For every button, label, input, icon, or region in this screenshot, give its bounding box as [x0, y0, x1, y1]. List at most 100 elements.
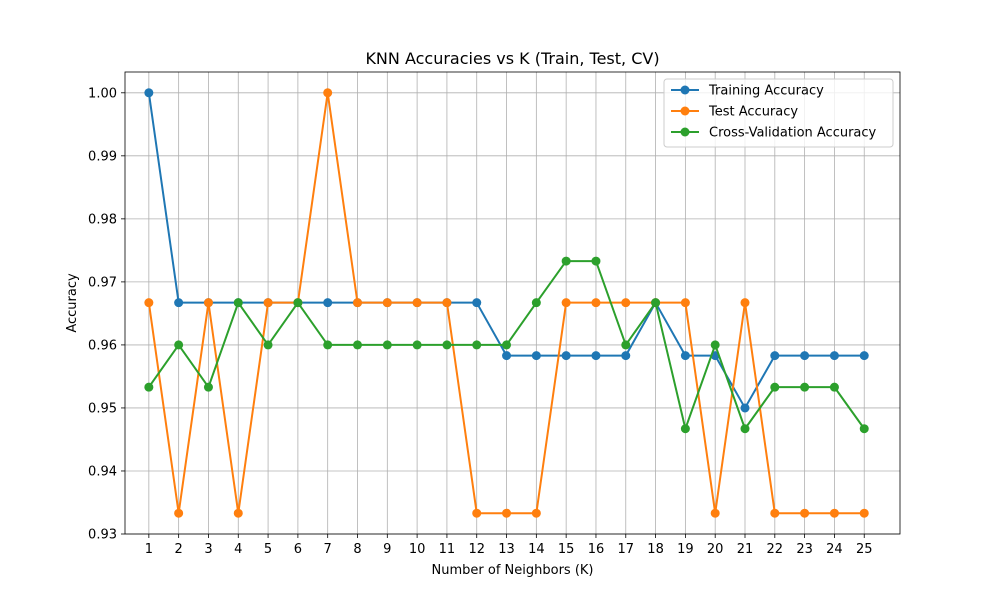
- x-axis-label: Number of Neighbors (K): [432, 563, 594, 578]
- x-tick-label: 9: [383, 542, 391, 557]
- cross-validation-accuracy-point: [382, 340, 392, 350]
- training-accuracy-point: [531, 351, 541, 361]
- series-layer: [144, 88, 869, 518]
- x-tick-label: 11: [439, 542, 456, 557]
- x-tick-label: 2: [175, 542, 183, 557]
- test-accuracy-point: [591, 298, 601, 308]
- x-tick-label: 3: [204, 542, 212, 557]
- training-accuracy-point: [770, 351, 780, 361]
- training-accuracy-point: [561, 351, 571, 361]
- cross-validation-accuracy-point: [203, 382, 213, 392]
- y-tick-label: 0.97: [88, 275, 117, 290]
- x-tick-label: 24: [826, 542, 843, 557]
- cross-validation-accuracy-point: [144, 382, 154, 392]
- x-tick-label: 12: [468, 542, 485, 557]
- test-accuracy-point: [353, 298, 362, 308]
- cross-validation-accuracy-point: [293, 298, 303, 308]
- y-tick-label: 0.99: [88, 149, 117, 164]
- cross-validation-accuracy-series: [144, 256, 869, 434]
- training-accuracy-legend-marker: [680, 85, 690, 95]
- cross-validation-accuracy-point: [233, 298, 243, 308]
- y-tick-label: 0.95: [88, 401, 117, 416]
- test-accuracy-point: [531, 508, 541, 518]
- test-accuracy-point: [412, 298, 422, 308]
- training-accuracy-point: [144, 88, 154, 98]
- test-accuracy-point: [770, 508, 780, 518]
- x-tick-label: 10: [409, 542, 426, 557]
- training-accuracy-point: [621, 351, 631, 361]
- training-accuracy-point: [740, 403, 750, 413]
- y-tick-label: 0.98: [88, 212, 117, 227]
- test-accuracy-point: [621, 298, 631, 308]
- chart-title: KNN Accuracies vs K (Train, Test, CV): [365, 49, 659, 68]
- test-accuracy-point: [859, 508, 869, 518]
- cross-validation-accuracy-point: [710, 340, 720, 350]
- cross-validation-accuracy-legend-marker: [680, 127, 690, 137]
- test-accuracy-legend-marker: [680, 106, 690, 116]
- cross-validation-accuracy-point: [561, 256, 571, 266]
- x-tick-label: 1: [145, 542, 153, 557]
- x-tick-label: 13: [498, 542, 515, 557]
- training-accuracy-point: [680, 351, 690, 361]
- cross-validation-accuracy-point: [770, 382, 780, 392]
- training-accuracy-point: [859, 351, 869, 361]
- test-accuracy-point: [502, 508, 512, 518]
- x-tick-label: 22: [767, 542, 784, 557]
- cross-validation-accuracy-point: [263, 340, 273, 350]
- test-accuracy-legend-label: Test Accuracy: [708, 105, 798, 120]
- y-tick-label: 1.00: [88, 86, 117, 101]
- cross-validation-accuracy-point: [680, 424, 690, 434]
- test-accuracy-point: [442, 298, 452, 308]
- test-accuracy-point: [263, 298, 273, 308]
- test-accuracy-point: [740, 298, 750, 308]
- x-tick-label: 8: [353, 542, 361, 557]
- test-accuracy-point: [800, 508, 810, 518]
- training-accuracy-point: [323, 298, 333, 308]
- x-tick-label: 16: [588, 542, 605, 557]
- test-accuracy-point: [382, 298, 392, 308]
- training-accuracy-point: [174, 298, 184, 308]
- cross-validation-accuracy-point: [353, 340, 362, 350]
- training-accuracy-point: [829, 351, 839, 361]
- x-tick-label: 18: [647, 542, 664, 557]
- y-tick-label: 0.94: [88, 464, 117, 479]
- cross-validation-accuracy-point: [621, 340, 631, 350]
- training-accuracy-point: [591, 351, 601, 361]
- cross-validation-accuracy-point: [651, 298, 661, 308]
- test-accuracy-point: [710, 508, 720, 518]
- cross-validation-accuracy-point: [800, 382, 810, 392]
- ticks-layer: 1 2 3 4 5 6 7 8 9 10 11 12 13 14 15 16 17 18 19 20 21 22 23 24 2…: [88, 86, 872, 557]
- x-tick-label: 14: [528, 542, 545, 557]
- x-tick-label: 20: [707, 542, 724, 557]
- y-tick-label: 0.93: [88, 528, 117, 543]
- cross-validation-accuracy-point: [442, 340, 452, 350]
- cross-validation-accuracy-point: [323, 340, 333, 350]
- test-accuracy-point: [680, 298, 690, 308]
- test-accuracy-point: [561, 298, 571, 308]
- x-tick-label: 21: [737, 542, 754, 557]
- cross-validation-accuracy-point: [829, 382, 839, 392]
- x-tick-label: 19: [677, 542, 694, 557]
- test-accuracy-point: [174, 508, 184, 518]
- x-tick-label: 15: [558, 542, 575, 557]
- cross-validation-accuracy-point: [591, 256, 601, 266]
- x-tick-label: 17: [617, 542, 634, 557]
- cross-validation-accuracy-point: [502, 340, 512, 350]
- training-accuracy-point: [502, 351, 512, 361]
- x-tick-label: 5: [264, 542, 272, 557]
- test-accuracy-point: [829, 508, 839, 518]
- training-accuracy-point: [472, 298, 482, 308]
- training-accuracy-point: [800, 351, 810, 361]
- x-tick-label: 7: [324, 542, 332, 557]
- legend: Training Accuracy Test Accuracy Cross-Vali…: [663, 78, 894, 148]
- test-accuracy-point: [323, 88, 333, 98]
- axes-frame: [124, 71, 901, 535]
- x-tick-label: 6: [294, 542, 302, 557]
- cross-validation-accuracy-point: [174, 340, 184, 350]
- cross-validation-accuracy-point: [472, 340, 482, 350]
- cross-validation-accuracy-point: [412, 340, 422, 350]
- x-tick-label: 23: [796, 542, 813, 557]
- cross-validation-accuracy-point: [740, 424, 750, 434]
- cross-validation-accuracy-legend-label: Cross-Validation Accuracy: [709, 126, 877, 141]
